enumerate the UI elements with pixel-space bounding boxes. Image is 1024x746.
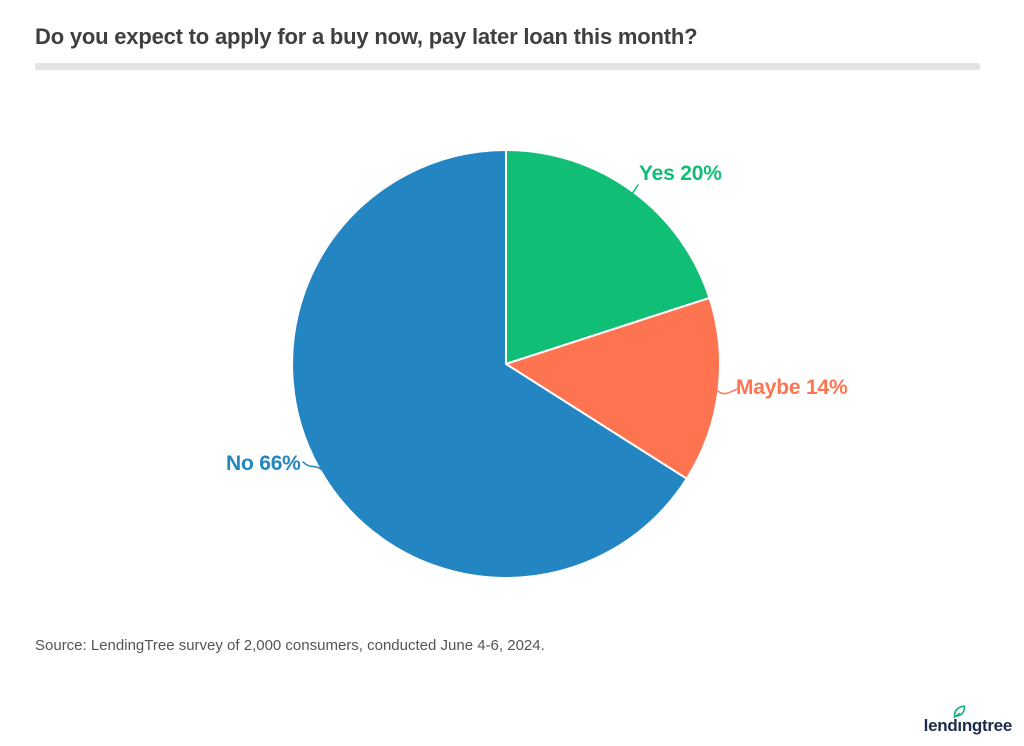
chart-title: Do you expect to apply for a buy now, pa… (35, 24, 698, 49)
logo-text: lendıngtree (923, 716, 1013, 735)
pie-label-maybe: Maybe 14% (736, 376, 848, 399)
pie-chart (291, 149, 738, 579)
pie-slice-yes (505, 149, 711, 365)
leaf-icon (953, 705, 966, 719)
source-note: Source: LendingTree survey of 2,000 cons… (35, 637, 545, 654)
pie-slice-no (291, 149, 688, 579)
pie-label-no: No 66% (226, 452, 301, 475)
lendingtree-logo: lendıngtree (923, 705, 1013, 738)
pie-label-leader-maybe (717, 388, 738, 395)
pie-label-leader-yes (627, 184, 639, 201)
title-divider (35, 63, 980, 70)
pie-label-yes: Yes 20% (639, 162, 722, 185)
pie-label-leader-no (302, 461, 324, 472)
